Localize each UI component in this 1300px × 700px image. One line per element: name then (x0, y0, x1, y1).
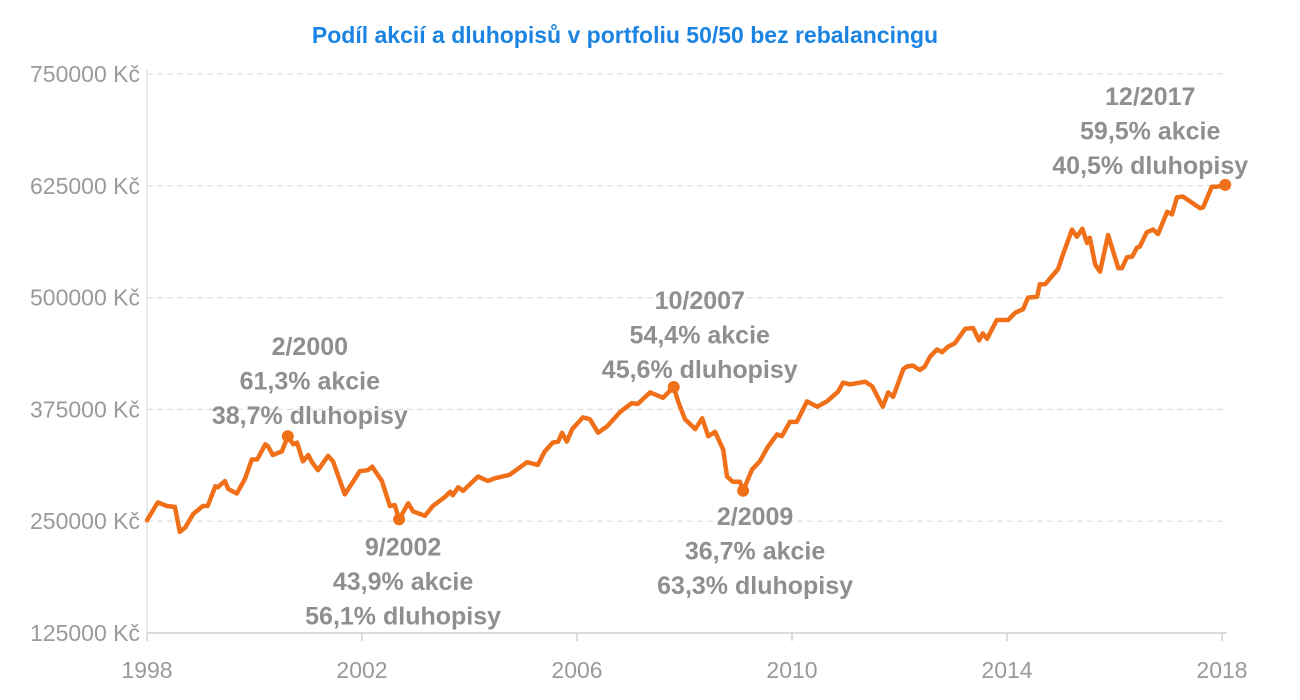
annotation-label: 40,5% dluhopisy (1052, 152, 1248, 180)
annotation-label: 36,7% akcie (685, 537, 825, 565)
y-axis-ticks: 125000 Kč 250000 Kč 375000 Kč 500000 Kč 6250… (30, 61, 140, 646)
x-tick-label: 2010 (766, 657, 817, 683)
x-tick-label: 2006 (551, 657, 602, 683)
grid (147, 73, 1227, 522)
annotation-label: 43,9% akcie (333, 568, 473, 596)
x-tick-label: 2002 (336, 657, 387, 683)
series-line (144, 182, 1228, 535)
y-tick-label: 375000 Kč (30, 396, 140, 422)
annotation-point (737, 484, 750, 497)
annotation-label: 2/2000 (272, 333, 348, 361)
y-tick-label: 500000 Kč (30, 285, 140, 311)
x-tick-label: 1998 (121, 657, 172, 683)
annotations: 2/2000 61,3% akcie 38,7% dluhopisy 9/2002 43… (212, 83, 1248, 631)
annotation-label: 61,3% akcie (240, 368, 380, 396)
annotation-label: 2/2009 (717, 503, 793, 531)
annotation-label: 12/2017 (1105, 83, 1195, 111)
annotation-label: 9/2002 (365, 533, 441, 561)
annotation-label: 63,3% dluhopisy (657, 572, 853, 600)
y-tick-label: 250000 Kč (30, 508, 140, 534)
annotation-label: 59,5% akcie (1080, 117, 1220, 145)
annotation-point (1219, 178, 1232, 191)
x-tick-label: 2018 (1196, 657, 1247, 683)
x-axis-ticks: 1998 2002 2006 2010 2014 2018 (121, 633, 1248, 683)
annotation-label: 10/2007 (655, 287, 745, 315)
annotation-label: 56,1% dluhopisy (305, 602, 501, 630)
annotation-label: 38,7% dluhopisy (212, 402, 408, 430)
axes (146, 70, 1227, 634)
chart-title: Podíl akcií a dluhopisů v portfoliu 50/5… (312, 22, 938, 48)
annotation-point (667, 381, 680, 394)
annotation-point (393, 513, 406, 526)
annotation-point (281, 430, 294, 443)
y-tick-label: 625000 Kč (30, 173, 140, 199)
y-tick-label: 125000 Kč (30, 620, 140, 646)
x-tick-label: 2014 (981, 657, 1032, 683)
y-tick-label: 750000 Kč (30, 61, 140, 87)
annotation-label: 45,6% dluhopisy (602, 356, 798, 384)
annotation-label: 54,4% akcie (630, 322, 770, 350)
series (144, 182, 1228, 535)
